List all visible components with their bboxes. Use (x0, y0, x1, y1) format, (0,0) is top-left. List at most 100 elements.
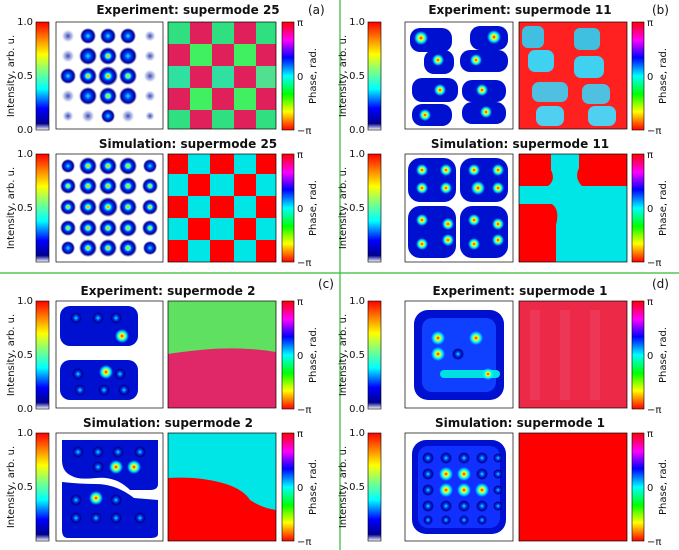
phase-tick-label: 0 (647, 204, 653, 215)
phase-axis-label: Phase, rad. (658, 48, 669, 104)
intensity-tick-label: 1.0 (349, 296, 365, 307)
phase-colorbar-b-top (631, 21, 645, 131)
intensity-colorbar-c-top (35, 300, 50, 410)
intensity-axis-label: Intensity, arb. u. (338, 35, 349, 117)
title-d-experiment: Experiment: supermode 1 (433, 284, 608, 298)
intensity-tick-label: 0.0 (349, 125, 365, 136)
intensity-colorbar-b-top (367, 21, 382, 131)
title-c-simulation: Simulation: supermode 2 (83, 416, 253, 430)
intensity-tick-label: 0.0 (17, 404, 33, 415)
phase-tick-label: π (297, 150, 303, 161)
intensity-colorbar-a-bottom (35, 153, 50, 263)
phase-colorbar-d-bottom (631, 432, 645, 542)
phase-axis-label: Phase, rad. (658, 180, 669, 236)
phase-axis-label: Phase, rad. (308, 459, 319, 515)
phase-tick-label: −π (297, 258, 311, 269)
phase-tick-label: 0 (297, 483, 303, 494)
phase-tick-label: −π (647, 537, 661, 548)
phase-tick-label: π (647, 150, 653, 161)
phase-tick-label: −π (647, 405, 661, 416)
title-c-experiment: Experiment: supermode 2 (81, 284, 256, 298)
phase-colorbar-d-top (631, 300, 645, 410)
intensity-tick-label: 1.0 (17, 149, 33, 160)
intensity-spots-a-experiment (60, 28, 157, 123)
panel-label-b: (b) (652, 3, 669, 17)
quadrant-b: (b) Experiment: supermode 11 Simulation:… (367, 3, 669, 263)
phase-colorbar-c-bottom (281, 432, 295, 542)
phase-tick-label: π (297, 18, 303, 29)
intensity-axis-label: Intensity, arb. u. (6, 35, 17, 117)
intensity-tick-label: 0.5 (17, 71, 33, 82)
intensity-axis-label: Intensity, arb. u. (338, 314, 349, 396)
intensity-tick-label: 1.0 (349, 17, 365, 28)
panel-label-c: (c) (318, 277, 334, 291)
phase-tick-label: 0 (647, 483, 653, 494)
phase-tick-label: 0 (647, 72, 653, 83)
intensity-colorbar-c-bottom (35, 432, 50, 542)
intensity-tick-label: 1.0 (17, 17, 33, 28)
intensity-colorbar-a-top (35, 21, 50, 131)
phase-tick-label: −π (297, 405, 311, 416)
phase-tick-label: π (647, 429, 653, 440)
intensity-spots-a-simulation (60, 157, 158, 257)
phase-map-d-experiment (518, 300, 628, 409)
phase-tick-label: π (297, 297, 303, 308)
phase-colorbar-a-top (281, 21, 295, 131)
intensity-colorbar-d-bottom (367, 432, 382, 542)
phase-tick-label: −π (647, 258, 661, 269)
intensity-tick-label: 0.0 (349, 404, 365, 415)
intensity-tick-label: 0.5 (349, 203, 365, 214)
intensity-axis-label: Intensity, arb. u. (6, 446, 17, 528)
phase-tick-label: 0 (297, 351, 303, 362)
phase-axis-label: Phase, rad. (308, 48, 319, 104)
intensity-axis-label: Intensity, arb. u. (6, 314, 17, 396)
intensity-blobs-d-experiment (414, 310, 504, 400)
title-a-simulation: Simulation: supermode 25 (99, 137, 277, 151)
phase-tick-label: π (647, 297, 653, 308)
intensity-blobs-c-simulation (62, 440, 158, 538)
phase-axis-label: Phase, rad. (658, 327, 669, 383)
phase-axis-label: Phase, rad. (308, 327, 319, 383)
title-d-simulation: Simulation: supermode 1 (435, 416, 605, 430)
phase-axis-label: Phase, rad. (308, 180, 319, 236)
intensity-colorbar-d-top (367, 300, 382, 410)
intensity-blobs-c-experiment (60, 306, 138, 400)
phase-colorbar-c-top (281, 300, 295, 410)
intensity-tick-label: 0.5 (17, 482, 33, 493)
phase-tick-label: −π (297, 537, 311, 548)
intensity-axis-label: Intensity, arb. u. (6, 167, 17, 249)
phase-colorbar-b-bottom (631, 153, 645, 263)
panel-label-a: (a) (308, 3, 325, 17)
phase-tick-label: 0 (297, 72, 303, 83)
intensity-blobs-d-simulation (412, 440, 506, 534)
phase-tick-label: −π (647, 126, 661, 137)
phase-map-b-experiment (518, 21, 628, 130)
title-a-experiment: Experiment: supermode 25 (96, 3, 279, 17)
phase-map-b-simulation (518, 153, 628, 263)
intensity-tick-label: 1.0 (349, 149, 365, 160)
phase-map-c-experiment (167, 300, 277, 409)
intensity-tick-label: 0.5 (17, 203, 33, 214)
intensity-tick-label: 1.0 (349, 428, 365, 439)
intensity-tick-label: 1.0 (17, 296, 33, 307)
intensity-tick-label: 0.5 (349, 350, 365, 361)
phase-colorbar-a-bottom (281, 153, 295, 263)
phase-map-a-experiment (167, 21, 277, 130)
phase-tick-label: π (647, 18, 653, 29)
phase-map-a-simulation (167, 153, 277, 263)
title-b-simulation: Simulation: supermode 11 (431, 137, 609, 151)
intensity-tick-label: 0.0 (17, 125, 33, 136)
quadrant-a: (a) Experiment: supermode 25 Simulation:… (35, 3, 325, 263)
phase-tick-label: π (297, 429, 303, 440)
phase-tick-label: −π (297, 126, 311, 137)
quadrant-d: (d) Experiment: supermode 1 Simulation: … (367, 277, 669, 542)
panel-label-d: (d) (652, 277, 669, 291)
phase-map-d-simulation (518, 432, 628, 542)
intensity-axis-label: Intensity, arb. u. (338, 446, 349, 528)
intensity-blobs-b-experiment (410, 26, 508, 126)
intensity-colorbar-b-bottom (367, 153, 382, 263)
intensity-tick-label: 0.5 (17, 350, 33, 361)
intensity-blobs-b-simulation (408, 158, 508, 258)
